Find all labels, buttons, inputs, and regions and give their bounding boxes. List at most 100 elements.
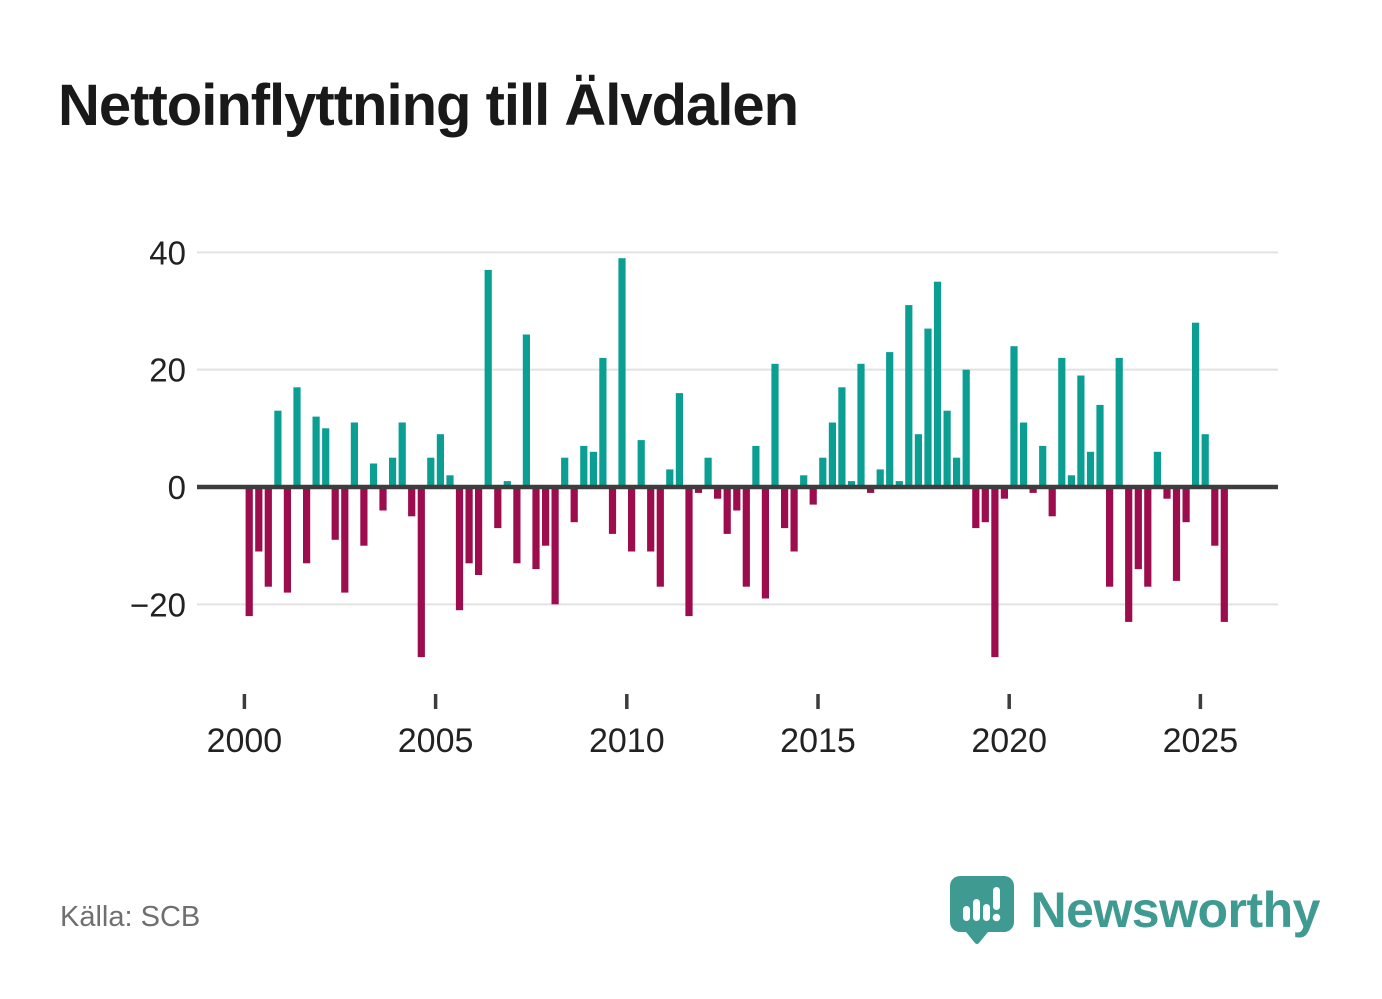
bar-2010-Q4 — [656, 487, 664, 587]
bar-2018-Q4 — [962, 369, 970, 487]
bar-2010-Q2 — [637, 440, 645, 487]
bar-2002-Q1 — [322, 428, 330, 487]
newsworthy-speech-bubble-chart-icon — [950, 876, 1015, 944]
bar-2021-Q1 — [1048, 487, 1056, 517]
bar-2012-Q2 — [714, 487, 722, 499]
bar-2004-Q2 — [408, 487, 416, 517]
y-axis-label-0: 0 — [168, 469, 186, 506]
bar-2004-Q1 — [398, 422, 406, 487]
bar-2005-Q1 — [436, 434, 444, 487]
bar-2008-Q4 — [580, 445, 588, 487]
bar-2000-Q2 — [255, 487, 263, 552]
bar-2024-Q4 — [1192, 322, 1200, 487]
bar-2003-Q2 — [369, 463, 378, 487]
x-axis-label-2020: 2020 — [971, 722, 1047, 760]
bar-2007-Q2 — [522, 334, 530, 487]
bar-2004-Q4 — [427, 457, 435, 487]
bar-2008-Q1 — [551, 487, 559, 605]
bar-2007-Q1 — [513, 487, 521, 564]
bar-2023-Q1 — [1125, 487, 1133, 622]
bar-2016-Q4 — [886, 352, 894, 487]
bar-2025-Q1 — [1201, 434, 1209, 487]
bar-2019-Q4 — [1000, 487, 1008, 499]
x-axis-label-2010: 2010 — [589, 722, 665, 760]
bar-2022-Q4 — [1115, 357, 1123, 487]
bar-2014-Q3 — [800, 475, 808, 487]
bar-2014-Q4 — [809, 487, 817, 505]
bar-2011-Q3 — [685, 487, 693, 617]
bar-2024-Q3 — [1182, 487, 1190, 523]
bar-2008-Q3 — [570, 487, 578, 523]
bar-2002-Q2 — [331, 487, 339, 540]
bar-2015-Q3 — [838, 387, 846, 487]
bar-2010-Q3 — [647, 487, 655, 552]
bar-2016-Q1 — [857, 363, 865, 487]
bar-2011-Q4 — [694, 487, 703, 493]
bar-2022-Q1 — [1086, 451, 1095, 487]
bar-2017-Q4 — [924, 328, 932, 487]
bar-2020-Q4 — [1039, 445, 1047, 487]
bar-2019-Q1 — [972, 487, 980, 529]
bar-2009-Q4 — [618, 258, 626, 487]
bar-2005-Q2 — [446, 475, 454, 487]
bar-2023-Q3 — [1144, 487, 1152, 587]
bar-2021-Q4 — [1077, 375, 1085, 487]
bar-2005-Q4 — [465, 487, 473, 564]
bar-2003-Q4 — [389, 457, 397, 487]
bar-2020-Q3 — [1029, 487, 1037, 493]
bar-2015-Q4 — [847, 481, 856, 487]
bar-2020-Q2 — [1020, 422, 1028, 487]
bar-2018-Q2 — [943, 410, 951, 487]
newsworthy-logo-text: Newsworthy — [1030, 882, 1320, 938]
bar-2006-Q4 — [503, 481, 511, 487]
bar-2019-Q3 — [991, 487, 999, 658]
bar-2022-Q3 — [1106, 487, 1114, 587]
source-label: Källa: SCB — [60, 901, 201, 933]
bar-2013-Q2 — [752, 445, 760, 487]
bar-2001-Q1 — [283, 487, 291, 593]
bar-2017-Q3 — [914, 434, 922, 487]
bar-2002-Q3 — [341, 487, 349, 593]
bar-2013-Q1 — [742, 487, 750, 587]
bar-2009-Q3 — [608, 487, 617, 534]
page-title: Nettoinflyttning till Älvdalen — [58, 73, 799, 138]
y-axis-label--20: −20 — [130, 586, 186, 623]
bar-2005-Q3 — [455, 487, 464, 611]
bar-2004-Q3 — [417, 487, 425, 658]
newsworthy-logo: Newsworthy — [950, 876, 1320, 944]
bar-2012-Q4 — [733, 487, 741, 511]
bar-2000-Q3 — [264, 487, 272, 587]
bar-2007-Q3 — [532, 487, 540, 570]
bar-2001-Q3 — [303, 487, 311, 564]
bar-2018-Q3 — [953, 457, 961, 487]
bar-2000-Q4 — [274, 410, 282, 487]
x-axis-label-2015: 2015 — [780, 722, 856, 760]
bar-2024-Q2 — [1172, 487, 1181, 581]
bar-2000-Q1 — [245, 487, 253, 617]
bar-2022-Q2 — [1096, 404, 1104, 487]
bar-2009-Q2 — [599, 357, 607, 487]
x-axis-label-2025: 2025 — [1163, 722, 1239, 760]
y-axis-label-20: 20 — [149, 352, 186, 389]
bar-2015-Q2 — [828, 422, 836, 487]
bar-2017-Q2 — [905, 305, 913, 487]
bar-2011-Q2 — [675, 393, 683, 487]
bar-2012-Q1 — [704, 457, 712, 487]
bar-2018-Q1 — [933, 281, 942, 487]
bar-2007-Q4 — [542, 487, 550, 546]
bar-2012-Q3 — [723, 487, 731, 534]
bar-2009-Q1 — [589, 451, 597, 487]
bar-2001-Q4 — [312, 416, 320, 487]
bar-2016-Q3 — [876, 469, 884, 487]
bar-2010-Q1 — [628, 487, 636, 552]
y-axis-label-40: 40 — [149, 234, 186, 271]
bar-2016-Q2 — [867, 487, 875, 493]
bar-2020-Q1 — [1010, 346, 1018, 487]
bar-2017-Q1 — [895, 481, 903, 487]
bar-2021-Q3 — [1067, 475, 1075, 487]
bar-2002-Q4 — [350, 422, 358, 487]
bar-2003-Q1 — [360, 487, 368, 546]
bar-2023-Q4 — [1153, 451, 1161, 487]
bar-2021-Q2 — [1058, 357, 1066, 487]
